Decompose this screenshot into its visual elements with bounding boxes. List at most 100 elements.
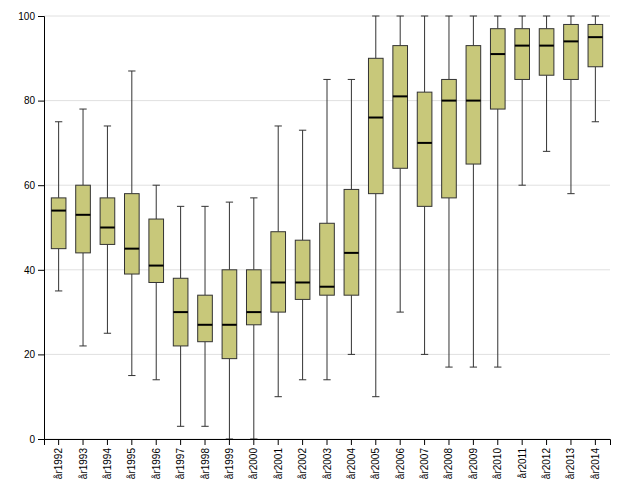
median (564, 40, 579, 42)
whisker-high (400, 16, 401, 46)
median (100, 227, 115, 229)
cap-high (128, 70, 135, 71)
cap-low (592, 121, 599, 122)
cap-low (201, 426, 208, 427)
box (490, 29, 505, 109)
cap-high (275, 125, 282, 126)
box (588, 24, 603, 66)
cap-low (470, 367, 477, 368)
x-tick-label: år2004 (346, 448, 357, 480)
y-tick: 80 (24, 95, 44, 106)
median (320, 286, 335, 288)
box (222, 270, 237, 359)
whisker-low (302, 299, 303, 379)
whisker-low (156, 282, 157, 379)
box (149, 219, 164, 282)
box-group (271, 126, 286, 397)
whisker-high (278, 126, 279, 232)
median (344, 252, 359, 254)
median (393, 95, 408, 97)
x-tick-mark (156, 439, 157, 445)
box-group (393, 16, 408, 312)
x-tick: år1992 (53, 439, 64, 479)
whisker-high (546, 16, 547, 29)
x-tick-label: år2013 (565, 448, 576, 480)
x-tick-label: år2007 (419, 448, 430, 480)
median (442, 100, 457, 102)
box-group (515, 16, 530, 185)
whisker-high (473, 16, 474, 46)
cap-high (104, 125, 111, 126)
median (222, 324, 237, 326)
whisker-high (180, 206, 181, 278)
x-tick-label: år2008 (443, 448, 454, 480)
y-tick-label: 80 (24, 95, 36, 106)
x-tick-mark (278, 439, 279, 445)
x-tick-label: år2000 (248, 448, 259, 480)
box (271, 232, 286, 312)
x-tick-mark (473, 439, 474, 445)
whisker-high (522, 16, 523, 29)
x-tick-label: år1996 (151, 448, 162, 480)
cap-low (372, 396, 379, 397)
box-group (490, 16, 505, 367)
cap-low (128, 375, 135, 376)
whisker-high (229, 202, 230, 270)
median (246, 311, 261, 313)
x-tick: år1993 (78, 439, 89, 479)
whisker-high (327, 79, 328, 223)
median (539, 45, 554, 47)
x-tick-label: år2010 (492, 448, 503, 480)
median (76, 214, 91, 216)
x-tick-label: år1995 (126, 448, 137, 480)
x-tick: år2006 (395, 439, 406, 479)
x-tick: år2005 (370, 439, 381, 479)
y-axis: 020406080100 (18, 11, 44, 445)
y-tick-mark (38, 439, 44, 440)
box-group (539, 16, 554, 151)
cap-low (299, 379, 306, 380)
whisker-low (497, 109, 498, 367)
x-tick: år2002 (297, 439, 308, 479)
cap-high (397, 16, 404, 17)
x-tick: år2008 (443, 439, 454, 479)
x-tick: år1996 (151, 439, 162, 479)
median (295, 281, 310, 283)
cap-low (397, 312, 404, 313)
cap-high (201, 206, 208, 207)
cap-high (421, 16, 428, 17)
whisker-high (570, 16, 571, 24)
cap-low (79, 345, 86, 346)
cap-high (226, 202, 233, 203)
whisker-low (327, 295, 328, 380)
x-tick-mark (400, 439, 401, 445)
box-group (564, 16, 579, 194)
x-tick-mark (131, 439, 132, 445)
box (344, 189, 359, 295)
whisker-low (107, 244, 108, 333)
x-tick-mark (83, 439, 84, 445)
box-group (320, 79, 335, 379)
x-tick: år2000 (248, 439, 259, 479)
box-group (222, 202, 237, 439)
whisker-high (58, 122, 59, 198)
x-tick-label: år1993 (78, 448, 89, 480)
x-tick: år1994 (102, 439, 113, 479)
x-tick-label: år1994 (102, 448, 113, 480)
whisker-high (375, 16, 376, 58)
cap-low (104, 333, 111, 334)
y-tick-mark (38, 185, 44, 186)
box-group (51, 122, 66, 291)
whisker-low (351, 295, 352, 354)
whisker-high (205, 206, 206, 295)
cap-low (421, 354, 428, 355)
x-tick-mark (546, 439, 547, 445)
box-group (125, 71, 140, 376)
x-tick: år2012 (541, 439, 552, 479)
x-tick: år1995 (126, 439, 137, 479)
box (198, 295, 213, 342)
median (149, 265, 164, 267)
x-tick: år2004 (346, 439, 357, 479)
x-tick-label: år2014 (590, 448, 601, 480)
y-tick: 60 (24, 180, 44, 191)
